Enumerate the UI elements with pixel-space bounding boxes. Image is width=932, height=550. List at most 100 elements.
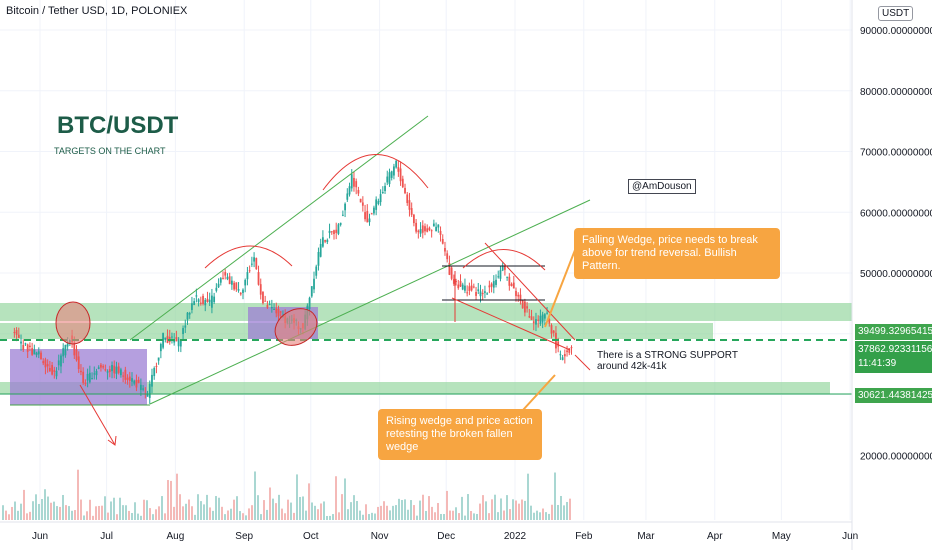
candle-body [501, 265, 504, 271]
candle-body [537, 319, 540, 321]
candle-body [33, 349, 36, 355]
candle-body [415, 222, 418, 232]
candle-body [199, 302, 202, 304]
candle-body [146, 393, 149, 397]
volume-bar [557, 504, 559, 520]
currency-badge[interactable]: USDT [878, 6, 914, 21]
volume-bar [2, 505, 4, 520]
candle-body [481, 293, 484, 295]
candle-body [523, 301, 526, 313]
volume-bar [392, 505, 394, 520]
candle-body [497, 276, 500, 278]
pattern-drawings [0, 115, 852, 446]
x-tick-label: Jul [100, 531, 113, 542]
x-tick-label: Aug [166, 531, 184, 542]
candle-body [22, 345, 25, 350]
candle-body [499, 270, 502, 279]
support-note-line1: There is a STRONG SUPPORT [597, 350, 738, 361]
candle-body [348, 186, 351, 195]
candle-body [308, 297, 311, 310]
candle-body [122, 375, 125, 377]
volume-bar [320, 503, 322, 520]
volume-bar [143, 499, 145, 520]
volume-bar [113, 497, 115, 520]
candle-body [237, 289, 240, 291]
author-tag: @AmDouson [628, 179, 696, 194]
candle-body [224, 272, 227, 276]
breakdown-arrow [79, 384, 116, 446]
volume-bar [326, 515, 328, 520]
breakdown-arrowhead [107, 435, 117, 446]
volume-bar [20, 503, 22, 520]
volume-bar [551, 504, 553, 520]
candle-body [368, 218, 371, 223]
volume-bar [470, 511, 472, 520]
candle-body [384, 185, 386, 192]
candle-body [215, 287, 218, 291]
volume-bar [359, 510, 361, 520]
volume-bar [347, 509, 349, 520]
volume-bar [509, 509, 511, 520]
volume-bar [419, 500, 421, 520]
volume-bar [257, 495, 259, 520]
volume-bar [119, 497, 121, 520]
candle-body [279, 311, 282, 313]
volume-bar [221, 506, 223, 520]
candle-body [113, 365, 116, 374]
volume-bar [314, 505, 316, 520]
volume-bar [479, 503, 481, 520]
volume-bar [245, 515, 247, 520]
volume-bar [425, 510, 427, 520]
candle-body [386, 176, 389, 183]
candle-body [404, 187, 406, 194]
candle-body [191, 303, 193, 310]
volume-bar [422, 494, 424, 520]
candle-body [257, 272, 260, 285]
volume-bar [128, 510, 130, 520]
volume-bar [176, 473, 178, 520]
candle-body [466, 292, 469, 294]
volume-bar [437, 503, 439, 520]
volume-bar [500, 498, 502, 520]
y-tick-label: 80000.00000000 [860, 87, 932, 98]
candle-body [508, 276, 511, 286]
candle-body [80, 370, 82, 373]
candle-body [93, 373, 96, 375]
candle-body [381, 192, 384, 194]
volume-bar [521, 499, 523, 520]
volume-bar [344, 478, 346, 520]
candle-body [417, 230, 420, 233]
candle-body [193, 301, 196, 306]
candle-body [541, 314, 544, 323]
candle-body [395, 160, 398, 168]
y-tick-label: 70000.00000000 [860, 148, 932, 159]
volume-bar [569, 498, 571, 520]
volume-bar [446, 490, 448, 520]
candle-body [148, 383, 151, 398]
volume-bar [203, 504, 205, 520]
highlight-ellipse-left [55, 301, 91, 345]
volume-bar [443, 514, 445, 520]
candle-body [506, 276, 509, 278]
candle-body [106, 371, 109, 373]
candle-body [568, 348, 571, 353]
candle-body [117, 366, 120, 373]
candle-body [357, 189, 360, 194]
shoulder-arc-left [204, 245, 293, 269]
volume-bar [266, 509, 268, 520]
price-tag-current-value: 37862.92331156 [858, 344, 932, 355]
x-tick-label: Sep [235, 531, 253, 542]
volume-bar [440, 513, 442, 520]
volume-bar [296, 474, 298, 520]
candle-body [188, 312, 191, 315]
candle-body [337, 224, 340, 234]
volume-bar [107, 512, 109, 520]
price-tag-current: 37862.92331156 11:41:39 [855, 341, 932, 373]
candle-body [82, 371, 85, 384]
candle-body [408, 200, 411, 210]
volume-bar [218, 497, 220, 520]
x-tick-label: Jun [842, 531, 858, 542]
support-note-line2: around 42k-41k [597, 361, 667, 372]
